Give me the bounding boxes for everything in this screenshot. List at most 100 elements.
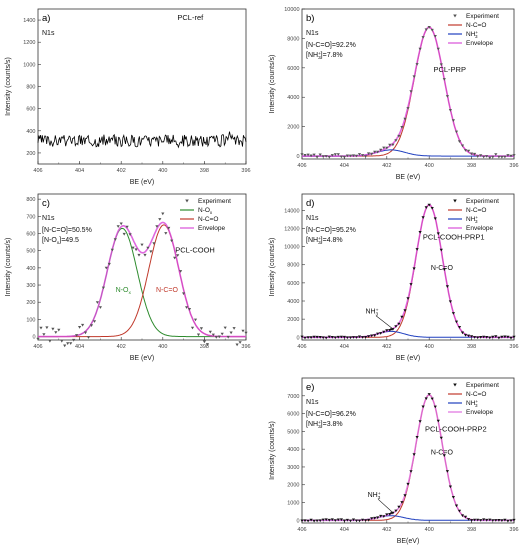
- experiment-point: [476, 155, 480, 158]
- panel-a: 406 404 402 400 398 396 200 400 600 800 1000 1200 14…: [5, 8, 251, 186]
- experiment-point: [427, 393, 431, 396]
- experiment-point: [370, 334, 374, 338]
- experiment-point: [152, 242, 156, 245]
- x-tick-label: 402: [382, 163, 391, 169]
- sample-name: PCL-COOH-PRP1: [423, 232, 485, 241]
- experiment-point: [485, 155, 489, 158]
- x-tick-label: 400: [425, 163, 434, 169]
- experiment-point: [196, 333, 201, 337]
- y-tick-label: 1200: [23, 40, 35, 46]
- y-tick-label: 1000: [23, 62, 35, 68]
- x-axis-label: BE (eV): [396, 174, 421, 181]
- experiment-point: [394, 509, 398, 513]
- legend-label: Envelope: [198, 225, 225, 232]
- experiment-point: [488, 518, 492, 522]
- experiment-point: [39, 326, 43, 330]
- experiment-point: [235, 343, 239, 347]
- experiment-point: [448, 109, 452, 112]
- legend-label: N-C=O: [198, 216, 218, 223]
- experiment-point: [385, 329, 389, 332]
- experiment-point: [403, 494, 407, 497]
- panel-label: a): [42, 13, 50, 24]
- experiment-point: [497, 336, 501, 340]
- peak-label: N-Ox: [116, 287, 132, 296]
- experiment-point: [376, 150, 380, 154]
- experiment-point: [131, 246, 135, 250]
- y-tick-label: 6000: [287, 66, 299, 72]
- experiment-point: [351, 154, 356, 158]
- y-tick-label: 600: [26, 232, 35, 238]
- y-tick-label: 3000: [287, 465, 299, 471]
- experiment-point: [36, 337, 40, 341]
- experiment-point: [457, 509, 462, 513]
- experiment-point: [494, 519, 498, 522]
- x-tick-label: 404: [340, 344, 349, 350]
- experiment-point: [354, 154, 359, 158]
- experiment-point: [318, 519, 322, 523]
- experiment-point: [442, 454, 446, 457]
- y-tick-label: 300: [26, 283, 35, 289]
- experiment-point: [430, 207, 434, 210]
- experiment-point: [333, 153, 337, 156]
- experiment-point: [367, 518, 371, 522]
- experiment-point: [315, 519, 319, 523]
- experiment-point: [51, 327, 55, 331]
- experiment-point: [336, 153, 340, 156]
- experiment-point: [312, 153, 316, 157]
- experiment-point: [376, 332, 380, 336]
- experiment-point: [57, 328, 61, 332]
- composition-annotation: [NH+ 3]=4.8%: [306, 237, 343, 247]
- y-tick-label: 6000: [287, 412, 299, 418]
- panel-label: c): [42, 198, 50, 209]
- experiment-point: [143, 253, 147, 257]
- series-line: [37, 131, 247, 149]
- experiment-point: [54, 331, 58, 334]
- y-tick-label: 400: [26, 266, 35, 272]
- y-tick-label: 700: [26, 214, 35, 220]
- experiment-point: [164, 232, 168, 235]
- peak-arrow: [375, 315, 394, 330]
- experiment-point: [42, 333, 46, 336]
- x-tick-label: 404: [75, 168, 84, 174]
- experiment-point: [394, 325, 398, 328]
- experiment-point: [226, 335, 230, 339]
- experiment-point: [303, 154, 307, 157]
- experiment-point: [424, 397, 428, 401]
- composition-annotation: [N-C=O]=92.2%: [306, 42, 356, 49]
- experiment-point: [500, 335, 504, 339]
- experiment-point: [457, 326, 462, 329]
- sample-name: PCL-ref: [177, 13, 204, 22]
- experiment-point: [309, 336, 313, 339]
- x-tick-label: 406: [297, 527, 306, 533]
- x-tick-label: 404: [75, 344, 84, 350]
- experiment-point: [229, 331, 233, 335]
- experiment-point: [116, 225, 120, 228]
- experiment-point: [512, 335, 516, 339]
- experiment-point: [333, 519, 337, 522]
- experiment-point: [406, 482, 410, 486]
- y-tick-label: 1400: [23, 18, 35, 24]
- experiment-point: [330, 336, 334, 339]
- peak-label: N-C=O: [431, 265, 454, 272]
- legend-label: N-C=O: [466, 22, 486, 29]
- experiment-point: [244, 331, 248, 335]
- experiment-point: [205, 343, 209, 346]
- experiment-point: [509, 154, 513, 158]
- experiment-point: [223, 326, 227, 330]
- experiment-point: [494, 335, 498, 338]
- experiment-point: [463, 515, 468, 519]
- x-tick-label: 398: [467, 344, 476, 350]
- experiment-point: [470, 519, 474, 522]
- experiment-point: [167, 226, 171, 230]
- experiment-point: [370, 517, 374, 520]
- sample-name: PCL-PRP: [433, 65, 466, 74]
- experiment-point: [202, 340, 206, 344]
- experiment-point: [448, 300, 452, 304]
- experiment-point: [217, 335, 221, 339]
- experiment-point: [473, 336, 477, 339]
- experiment-point: [351, 518, 356, 522]
- experiment-point: [376, 516, 380, 520]
- panel-label: d): [306, 198, 314, 209]
- experiment-point: [412, 75, 416, 79]
- experiment-point: [303, 336, 307, 340]
